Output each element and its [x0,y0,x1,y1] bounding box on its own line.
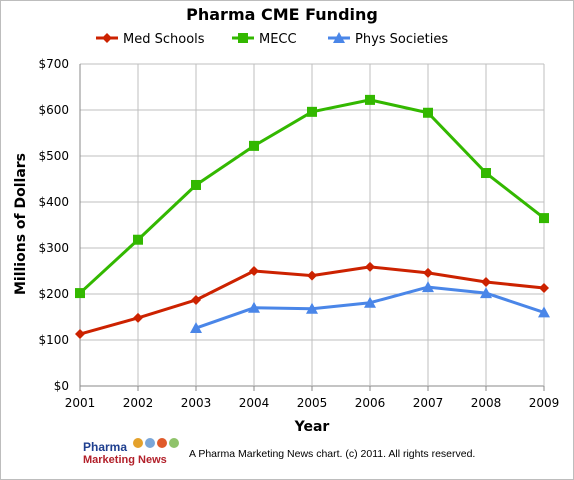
data-point-mecc [539,213,549,224]
legend: Med Schools MECC Phys Societies [96,32,448,47]
y-tick-label: $400 [38,195,69,209]
data-point-med-schools [249,266,259,276]
x-tick-label: 2005 [297,396,328,410]
data-point-phys-societies [306,302,318,314]
logo-text-marketing-news: Marketing News [83,454,167,466]
data-point-mecc [481,168,491,179]
y-tick-label: $100 [38,333,69,347]
y-tick-label: $200 [38,287,69,301]
series-mecc [75,94,549,299]
footer-credit: A Pharma Marketing News chart. (c) 2011.… [189,448,475,460]
chart-title: Pharma CME Funding [186,5,378,24]
x-tick-label: 2004 [239,396,270,410]
pharma-marketing-news-logo: Pharma Marketing News [83,438,179,466]
legend-marker [102,33,112,43]
x-tick-label: 2002 [123,396,154,410]
x-tick-label: 2003 [181,396,212,410]
x-tick-label: 2007 [413,396,444,410]
data-point-mecc [133,234,143,245]
y-tick-label: $0 [54,379,69,393]
data-point-med-schools [133,312,143,323]
series-layer [75,94,550,340]
data-point-phys-societies [364,296,376,308]
data-point-phys-societies [248,301,260,313]
legend-marker [333,32,345,43]
data-point-med-schools [191,294,201,305]
legend-item-phys-societies: Phys Societies [328,32,448,47]
legend-label: MECC [259,32,297,47]
data-point-mecc [75,288,85,299]
data-point-phys-societies [190,322,202,334]
legend-label: Med Schools [123,32,205,47]
y-tick-label: $500 [38,149,69,163]
data-point-med-schools [307,270,317,281]
y-tick-label: $700 [38,57,69,71]
data-point-phys-societies [480,287,492,299]
data-point-mecc [423,107,433,118]
x-tick-label: 2009 [529,396,560,410]
logo-text-pharma: Pharma [83,440,127,454]
data-point-mecc [249,140,259,151]
legend-label: Phys Societies [355,32,448,47]
data-point-med-schools [365,261,375,272]
y-tick-label: $600 [38,103,69,117]
series-phys-societies [190,281,550,334]
data-point-phys-societies [538,306,550,318]
x-axis-title: Year [294,419,330,435]
x-tick-label: 2008 [471,396,502,410]
data-point-med-schools [423,267,433,278]
grid-lines [79,63,545,391]
data-point-phys-societies [422,281,434,293]
data-point-med-schools [75,329,85,340]
legend-marker [238,33,248,43]
y-tick-label: $300 [38,241,69,255]
x-tick-label: 2006 [355,396,386,410]
data-point-med-schools [481,277,491,288]
legend-item-mecc: MECC [232,32,297,47]
series-med-schools [75,261,549,340]
y-tick-labels: $0 $100 $200 $300 $400 $500 $600 $700 [38,57,69,393]
data-point-mecc [365,94,375,105]
legend-item-med-schools: Med Schools [96,32,205,47]
data-point-mecc [307,106,317,117]
x-tick-label: 2001 [65,396,96,410]
y-axis-title: Millions of Dollars [13,153,29,295]
data-point-med-schools [539,283,549,294]
data-point-mecc [191,179,201,190]
x-tick-labels: 2001 2002 2003 2004 2005 2006 2007 2008 2009 [65,396,560,410]
